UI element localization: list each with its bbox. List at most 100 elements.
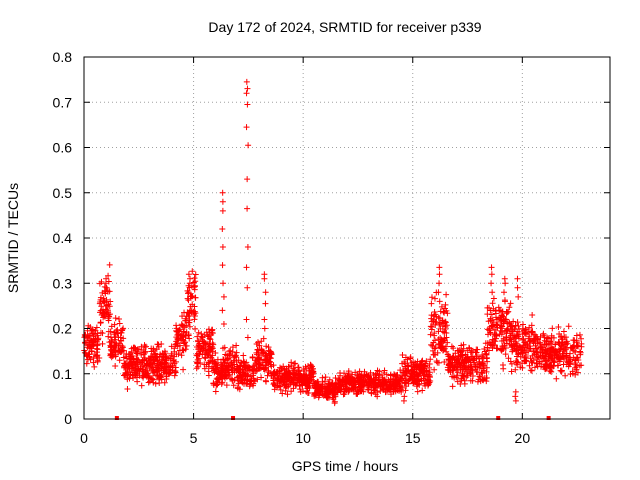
data-point bbox=[476, 373, 483, 380]
data-point bbox=[231, 376, 238, 383]
data-point bbox=[513, 332, 520, 339]
data-point bbox=[380, 370, 387, 377]
data-point bbox=[512, 388, 519, 395]
data-point bbox=[427, 323, 434, 330]
data-point bbox=[98, 312, 105, 319]
data-point bbox=[115, 334, 122, 341]
data-point bbox=[116, 348, 123, 355]
data-point bbox=[558, 368, 565, 375]
data-point bbox=[502, 280, 509, 287]
data-point bbox=[180, 366, 187, 373]
data-point bbox=[528, 367, 535, 374]
data-point bbox=[510, 318, 517, 325]
data-point bbox=[263, 352, 270, 359]
y-tick-label: 0.8 bbox=[53, 49, 73, 65]
data-point bbox=[317, 386, 324, 393]
data-point bbox=[201, 365, 208, 372]
data-point bbox=[176, 328, 183, 335]
data-point bbox=[192, 271, 199, 278]
data-point bbox=[131, 344, 138, 351]
data-point bbox=[194, 337, 201, 344]
data-point bbox=[219, 307, 226, 314]
data-point bbox=[227, 347, 234, 354]
data-point bbox=[311, 391, 318, 398]
data-point bbox=[162, 370, 169, 377]
data-point bbox=[436, 271, 443, 278]
data-point bbox=[533, 333, 540, 340]
data-point bbox=[116, 357, 123, 364]
data-point bbox=[482, 350, 489, 357]
data-point bbox=[450, 353, 457, 360]
data-point bbox=[375, 375, 382, 382]
data-point bbox=[491, 326, 498, 333]
data-point bbox=[508, 368, 515, 375]
data-point bbox=[288, 376, 295, 383]
data-point bbox=[271, 375, 278, 382]
data-point bbox=[428, 326, 435, 333]
data-point bbox=[102, 290, 109, 297]
data-point bbox=[502, 316, 509, 323]
data-point bbox=[555, 324, 562, 331]
data-point bbox=[151, 351, 158, 358]
data-point bbox=[264, 372, 271, 379]
data-point bbox=[533, 346, 540, 353]
data-point bbox=[186, 335, 193, 342]
data-point bbox=[286, 363, 293, 370]
data-point bbox=[484, 326, 491, 333]
data-point bbox=[244, 334, 251, 341]
data-point bbox=[367, 369, 374, 376]
data-point bbox=[497, 346, 504, 353]
data-point bbox=[190, 279, 197, 286]
data-point bbox=[548, 368, 555, 375]
data-point bbox=[372, 372, 379, 379]
data-point bbox=[488, 264, 495, 271]
data-point bbox=[150, 376, 157, 383]
data-point bbox=[498, 317, 505, 324]
data-point bbox=[112, 363, 119, 370]
data-point bbox=[489, 300, 496, 307]
data-point bbox=[372, 382, 379, 389]
data-point bbox=[241, 380, 248, 387]
data-point bbox=[223, 352, 230, 359]
data-point bbox=[432, 321, 439, 328]
data-point bbox=[154, 368, 161, 375]
data-point bbox=[244, 101, 251, 108]
data-point bbox=[530, 357, 537, 364]
data-point bbox=[173, 325, 180, 332]
data-point bbox=[364, 383, 371, 390]
data-point bbox=[98, 278, 105, 285]
data-point bbox=[505, 355, 512, 362]
data-point bbox=[220, 280, 227, 287]
data-point bbox=[381, 367, 388, 374]
data-point bbox=[192, 278, 199, 285]
data-point bbox=[442, 323, 449, 330]
ticks: 0 0.1 0.2 0.3 0.4 0.5 0.6 0.7 0.8 0 5 10 15 20 bbox=[53, 49, 610, 446]
data-point bbox=[109, 352, 116, 359]
data-point bbox=[278, 381, 285, 388]
data-point bbox=[105, 333, 112, 340]
data-point bbox=[114, 330, 121, 337]
data-point bbox=[353, 375, 360, 382]
data-point bbox=[537, 353, 544, 360]
data-point bbox=[508, 360, 515, 367]
data-point bbox=[111, 329, 118, 336]
data-point bbox=[473, 346, 480, 353]
data-point bbox=[251, 377, 258, 384]
data-point bbox=[460, 366, 467, 373]
data-point bbox=[185, 313, 192, 320]
data-point bbox=[578, 343, 585, 350]
data-point bbox=[140, 347, 147, 354]
y-axis-label: SRMTID / TECUs bbox=[5, 183, 21, 293]
y-tick-label: 0.6 bbox=[53, 140, 73, 156]
data-point bbox=[191, 275, 198, 282]
data-point bbox=[231, 361, 238, 368]
data-point bbox=[460, 373, 467, 380]
data-point bbox=[512, 322, 519, 329]
data-point bbox=[212, 350, 219, 357]
data-point bbox=[336, 383, 343, 390]
data-point bbox=[152, 380, 159, 387]
data-point bbox=[130, 375, 137, 382]
data-point bbox=[331, 400, 338, 407]
data-point bbox=[419, 357, 426, 364]
data-point bbox=[312, 392, 319, 399]
